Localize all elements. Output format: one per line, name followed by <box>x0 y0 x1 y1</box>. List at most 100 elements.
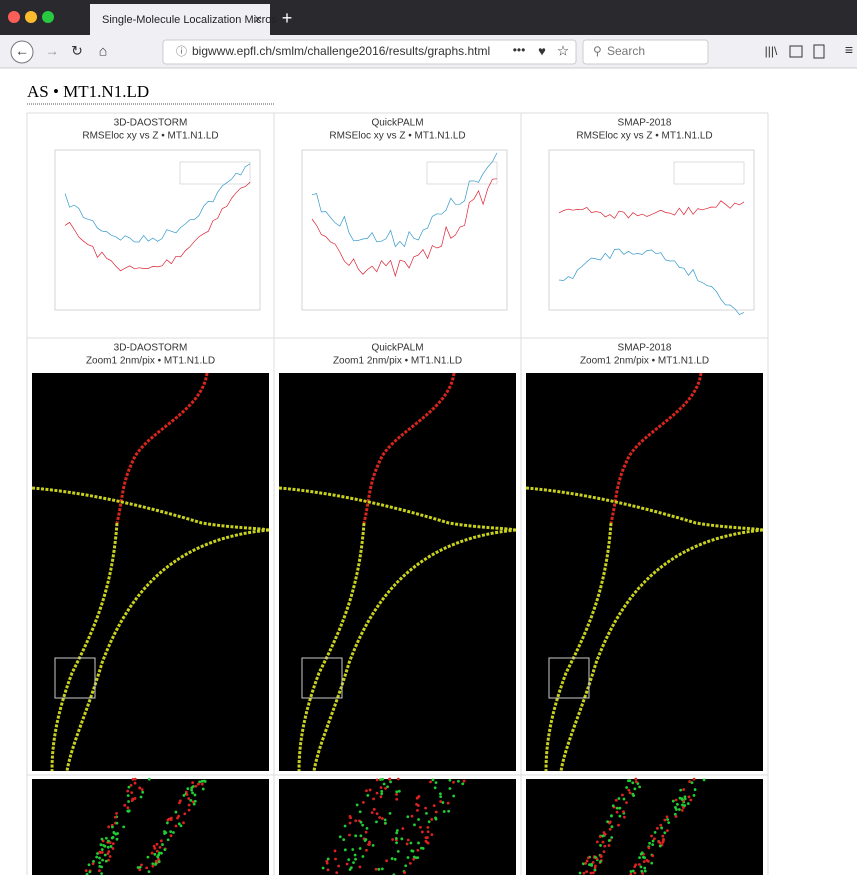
localization-dot <box>449 787 452 790</box>
localization-dot <box>616 807 619 810</box>
localization-dot <box>635 780 638 783</box>
localization-dot <box>151 865 154 868</box>
localization-dot <box>189 799 192 802</box>
localization-dot <box>406 842 409 845</box>
localization-dot <box>647 846 650 849</box>
localization-dot <box>409 862 412 865</box>
forward-button[interactable]: → <box>45 43 59 59</box>
localization-dot <box>381 817 384 820</box>
localization-dot <box>112 847 115 850</box>
localization-dot <box>389 812 392 815</box>
pocket-button[interactable]: ♥ <box>538 43 546 58</box>
bookmark-star[interactable]: ☆ <box>557 43 570 59</box>
localization-dot <box>638 863 641 866</box>
localization-dot <box>366 827 369 830</box>
localization-dot <box>104 854 107 857</box>
localization-dot <box>648 842 651 845</box>
localization-dot <box>599 835 602 838</box>
localization-dot <box>608 844 611 847</box>
localization-dot <box>667 821 670 824</box>
localization-dot <box>140 863 143 866</box>
localization-dot <box>422 847 425 850</box>
page: Single-Molecule Localization Micros × + … <box>0 0 857 875</box>
localization-dot <box>344 848 347 851</box>
localization-dot <box>395 841 398 844</box>
localization-dot <box>596 840 599 843</box>
localization-dot <box>703 779 706 782</box>
localization-dot <box>412 850 415 853</box>
library-button[interactable]: |||\ <box>765 44 778 58</box>
localization-dot <box>426 836 429 839</box>
close-window[interactable] <box>8 11 20 23</box>
localization-dot <box>100 865 103 868</box>
localization-dot <box>391 838 394 841</box>
localization-dot <box>417 842 420 845</box>
localization-dot <box>678 808 681 811</box>
localization-dot <box>183 812 186 815</box>
localization-dot <box>395 793 398 796</box>
browser-window: Single-Molecule Localization Micros × + … <box>0 0 857 875</box>
localization-dot <box>658 840 661 843</box>
localization-dot <box>675 815 678 818</box>
localization-dot <box>169 830 172 833</box>
localization-dot <box>112 842 115 845</box>
localization-dot <box>404 864 407 867</box>
localization-dot <box>428 820 431 823</box>
localization-dot <box>611 825 614 828</box>
localization-dot <box>326 862 329 865</box>
localization-dot <box>679 789 682 792</box>
localization-dot <box>369 789 372 792</box>
localization-dot <box>186 787 189 790</box>
localization-dot <box>151 852 154 855</box>
localization-dot <box>339 835 342 838</box>
method-name: 3D-DAOSTORM <box>114 118 188 129</box>
localization-dot <box>182 821 185 824</box>
menu-button[interactable]: ≡ <box>845 42 853 58</box>
plot-image <box>302 150 507 310</box>
localization-dot <box>592 872 595 875</box>
localization-dot <box>439 800 442 803</box>
localization-dot <box>623 816 626 819</box>
localization-dot <box>378 816 381 819</box>
new-tab[interactable]: + <box>282 8 293 28</box>
reload-button[interactable]: ↻ <box>71 43 83 59</box>
localization-dot <box>583 872 586 875</box>
localization-dot <box>105 837 108 840</box>
localization-dot <box>349 822 352 825</box>
info-icon[interactable]: ⓘ <box>176 45 187 58</box>
localization-dot <box>376 812 379 815</box>
localization-dot <box>688 795 691 798</box>
localization-dot <box>594 866 597 869</box>
localization-dot <box>159 846 162 849</box>
localization-dot <box>190 789 193 792</box>
localization-dot <box>139 866 142 869</box>
url-text: bigwww.epfl.ch/smlm/challenge2016/result… <box>192 44 490 58</box>
localization-dot <box>643 860 646 863</box>
localization-dot <box>170 834 173 837</box>
localization-dot <box>354 819 357 822</box>
localization-dot <box>183 794 186 797</box>
localization-dot <box>380 790 383 793</box>
home-button[interactable]: ⌂ <box>99 43 107 59</box>
localization-dot <box>380 792 383 795</box>
localization-dot <box>610 836 613 839</box>
plot-legend <box>180 162 250 184</box>
chart-caption: RMSEloc xy vs Z • MT1.N1.LD <box>82 131 218 142</box>
chart-caption: RMSEloc xy vs Z • MT1.N1.LD <box>576 131 712 142</box>
plot-image <box>55 150 260 310</box>
localization-dot <box>115 812 118 815</box>
zoom-window[interactable] <box>42 11 54 23</box>
localization-dot <box>638 785 641 788</box>
microscopy-image <box>526 373 763 771</box>
image-background <box>279 373 516 771</box>
localization-dot <box>628 779 631 782</box>
minimize-window[interactable] <box>25 11 37 23</box>
localization-dot <box>177 815 180 818</box>
tab-close[interactable]: × <box>254 11 262 26</box>
localization-dot <box>396 829 399 832</box>
page-actions[interactable]: ••• <box>513 43 526 57</box>
back-icon: ← <box>15 43 29 59</box>
localization-dot <box>201 780 204 783</box>
localization-dot <box>651 843 654 846</box>
localization-dot <box>693 778 696 781</box>
